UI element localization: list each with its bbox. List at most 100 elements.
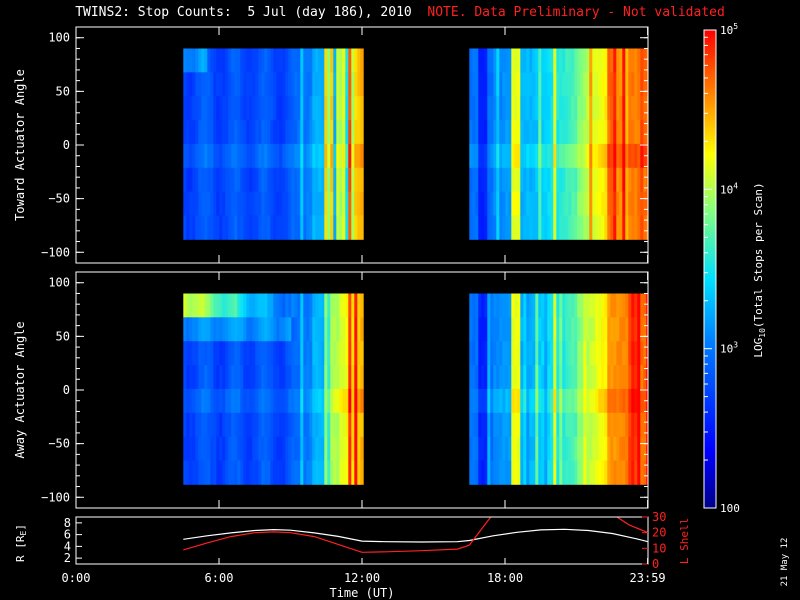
- heatmap-cell: [255, 412, 259, 438]
- heatmap-cell: [279, 341, 283, 366]
- heatmap-cell: [192, 341, 196, 366]
- heatmap-cell: [634, 460, 638, 485]
- heatmap-cell: [640, 365, 644, 390]
- heatmap-cell: [267, 412, 271, 438]
- heatmap-cell: [481, 460, 485, 485]
- heatmap-cell: [270, 341, 274, 366]
- heatmap-cell: [511, 120, 515, 145]
- heatmap-cell: [282, 460, 286, 485]
- heatmap-cell: [487, 341, 491, 366]
- heatmap-cell: [318, 143, 322, 169]
- heatmap-cell: [210, 72, 214, 97]
- heatmap-cell: [360, 341, 364, 366]
- heatmap-cell: [484, 96, 488, 121]
- heatmap-cell: [192, 96, 196, 121]
- heatmap-cell: [216, 365, 220, 390]
- heatmap-cell: [547, 293, 551, 318]
- heatmap-cell: [264, 120, 268, 145]
- heatmap-cell: [318, 96, 322, 121]
- heatmap-cell: [360, 317, 364, 342]
- heatmap-cell: [610, 120, 614, 145]
- heatmap-cell: [237, 96, 241, 121]
- heatmap-cell: [625, 317, 629, 342]
- x-tick-label: 23:59: [630, 571, 666, 585]
- heatmap-cell: [246, 412, 250, 438]
- heatmap-cell: [574, 191, 578, 216]
- heatmap-cell: [333, 48, 337, 73]
- heatmap-cell: [294, 293, 298, 318]
- heatmap-cell: [213, 436, 217, 461]
- heatmap-cell: [592, 293, 596, 318]
- heatmap-cell: [189, 48, 193, 73]
- heatmap-cell: [291, 436, 295, 461]
- heatmap-cell: [342, 365, 346, 390]
- heatmap-cell: [499, 48, 503, 73]
- heatmap-cell: [514, 215, 518, 240]
- heatmap-cell: [493, 48, 497, 73]
- heatmap-cell: [267, 143, 271, 169]
- heatmap-cell: [574, 317, 578, 342]
- heatmap-cell: [189, 317, 193, 342]
- heatmap-cell: [339, 293, 343, 318]
- heatmap-cell: [306, 72, 310, 97]
- heatmap-cell: [273, 460, 277, 485]
- y-tick-label: −50: [48, 192, 70, 206]
- heatmap-cell: [210, 96, 214, 121]
- heatmap-cell: [529, 72, 533, 97]
- heatmap-cell: [556, 436, 560, 461]
- heatmap-cell: [562, 293, 566, 318]
- heatmap-cell: [640, 48, 644, 73]
- heatmap-cell: [547, 341, 551, 366]
- heatmap-cell: [213, 293, 217, 318]
- x-tick-label: 6:00: [205, 571, 234, 585]
- heatmap-cell: [529, 191, 533, 216]
- heatmap-cell: [586, 412, 590, 438]
- heatmap-cell: [571, 293, 575, 318]
- heatmap-cell: [628, 120, 632, 145]
- heatmap-cell: [472, 167, 476, 193]
- heatmap-cell: [330, 120, 334, 145]
- heatmap-cell: [616, 72, 620, 97]
- heatmap-cell: [643, 365, 647, 390]
- heatmap-cell: [315, 412, 319, 438]
- heatmap-cell: [183, 191, 187, 216]
- heatmap-cell: [520, 191, 524, 216]
- heatmap-cell: [493, 365, 497, 390]
- heatmap-cell: [589, 460, 593, 485]
- heatmap-cell: [526, 293, 530, 318]
- heatmap-cell: [565, 191, 569, 216]
- heatmap-cell: [553, 167, 557, 193]
- heatmap-cell: [634, 96, 638, 121]
- heatmap-cell: [568, 72, 572, 97]
- heatmap-cell: [330, 167, 334, 193]
- heatmap-cell: [222, 317, 226, 342]
- heatmap-cell: [333, 72, 337, 97]
- heatmap-cell: [297, 96, 301, 121]
- heatmap-cell: [601, 365, 605, 390]
- heatmap-cell: [318, 293, 322, 318]
- heatmap-cell: [484, 215, 488, 240]
- r-tick-label: 4: [64, 539, 71, 553]
- heatmap-cell: [472, 388, 476, 414]
- heatmap-cell: [324, 143, 328, 169]
- heatmap-cell: [556, 167, 560, 193]
- heatmap-cell: [255, 293, 259, 318]
- heatmap-cell: [243, 167, 247, 193]
- heatmap-cell: [201, 412, 205, 438]
- heatmap-cell: [538, 215, 542, 240]
- heatmap-toward: [183, 48, 648, 240]
- heatmap-cell: [354, 293, 358, 318]
- heatmap-cell: [616, 191, 620, 216]
- heatmap-cell: [183, 460, 187, 485]
- heatmap-cell: [490, 143, 494, 169]
- heatmap-cell: [505, 72, 509, 97]
- heatmap-cell: [580, 96, 584, 121]
- heatmap-cell: [201, 120, 205, 145]
- heatmap-cell: [357, 365, 361, 390]
- heatmap-cell: [577, 72, 581, 97]
- heatmap-cell: [297, 293, 301, 318]
- heatmap-cell: [222, 436, 226, 461]
- heatmap-cell: [532, 412, 536, 438]
- heatmap-cell: [562, 365, 566, 390]
- heatmap-cell: [616, 143, 620, 169]
